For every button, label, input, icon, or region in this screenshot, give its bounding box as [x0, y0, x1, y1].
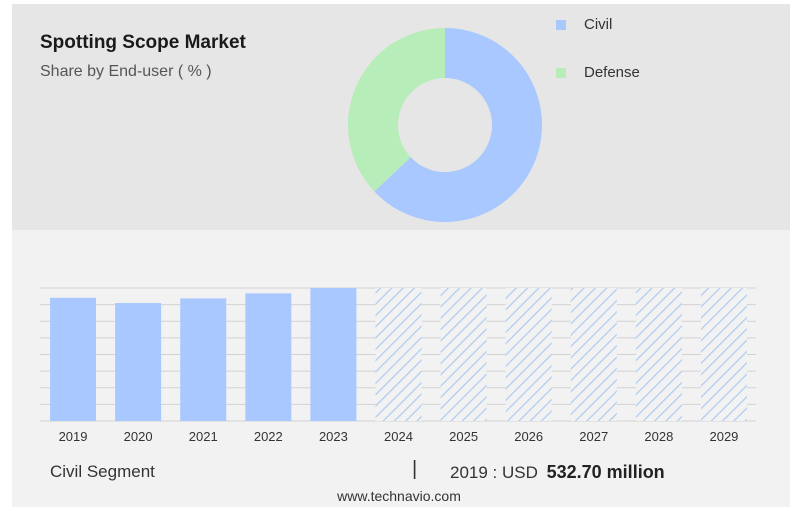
footer-separator: | [412, 458, 418, 480]
donut-slice-civil [374, 28, 542, 222]
segment-value-amount: 532.70 million [546, 462, 665, 482]
legend-item-defense: Defense [556, 64, 640, 81]
legend-swatch-civil [556, 19, 566, 30]
chart-subtitle: Share by End-user ( % ) [40, 63, 212, 80]
x-tick-label: 2020 [124, 429, 153, 444]
bar-2019 [50, 297, 97, 421]
bar-2025 [440, 288, 487, 421]
segment-label: Civil Segment [50, 462, 155, 481]
website-link[interactable]: www.technavio.com [337, 488, 461, 504]
bar-2022 [245, 293, 292, 421]
x-tick-label: 2028 [644, 429, 673, 444]
bar-2024 [375, 288, 422, 421]
x-tick-label: 2026 [514, 429, 543, 444]
bar-2021 [180, 298, 227, 421]
donut-chart [348, 28, 542, 222]
bar-2029 [700, 288, 747, 421]
donut-slice-defense [348, 28, 445, 192]
bar-2026 [505, 288, 552, 421]
x-tick-label: 2024 [384, 429, 413, 444]
x-tick-label: 2021 [189, 429, 218, 444]
legend-label-defense: Defense [584, 64, 640, 81]
x-tick-label: 2019 [59, 429, 88, 444]
bar-2027 [570, 288, 617, 421]
x-tick-label: 2023 [319, 429, 348, 444]
chart-title: Spotting Scope Market [40, 32, 246, 53]
segment-value-prefix: 2019 : USD [450, 463, 538, 482]
bar-2023 [310, 288, 357, 421]
bar-2020 [115, 303, 162, 421]
segment-value: 2019 : USD 532.70 million [450, 462, 665, 483]
legend-swatch-defense [556, 67, 566, 78]
x-tick-label: 2022 [254, 429, 283, 444]
x-tick-label: 2029 [709, 429, 738, 444]
x-tick-label: 2025 [449, 429, 478, 444]
x-tick-label: 2027 [579, 429, 608, 444]
legend-item-civil: Civil [556, 16, 612, 33]
legend-label-civil: Civil [584, 16, 613, 33]
bar-2028 [635, 288, 682, 421]
bar-chart: 2019 2020 2021 2022 2023 2024 2025 2026 2027 2028… [40, 287, 756, 444]
